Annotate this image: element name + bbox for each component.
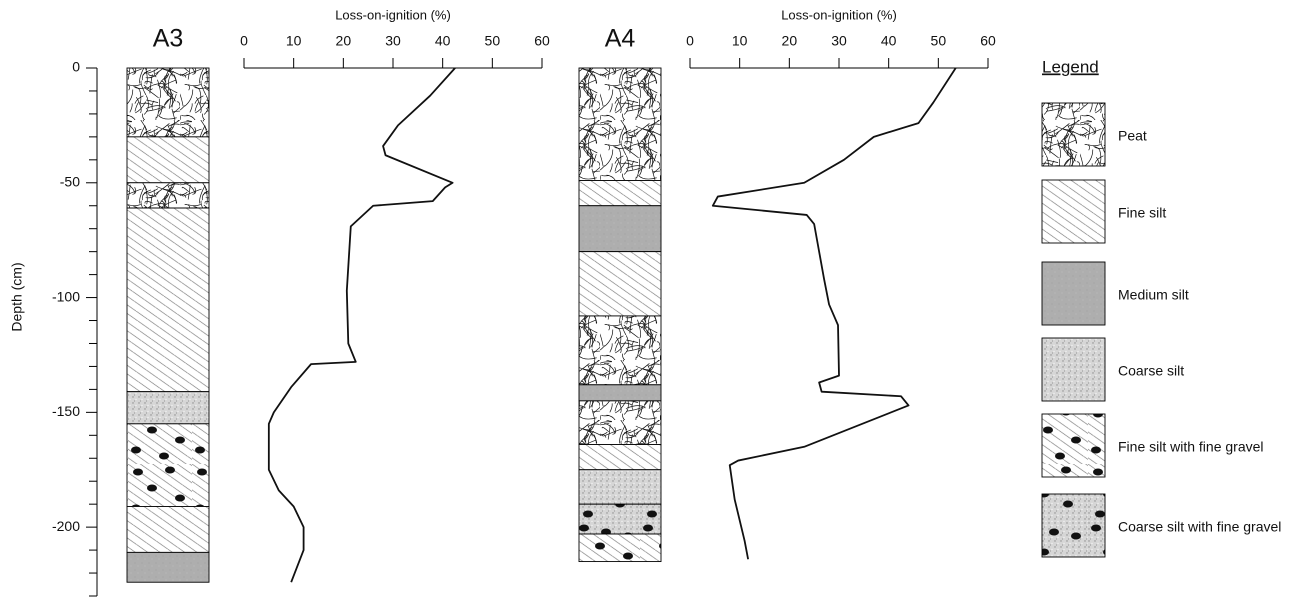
legend-label: Medium silt: [1118, 287, 1189, 303]
x-axis-label: Loss-on-ignition (%): [335, 7, 451, 22]
core-layer: [126, 136, 210, 184]
x-tick-label: 10: [286, 33, 302, 49]
core-layer: [578, 533, 662, 563]
core-layer: [126, 506, 210, 553]
x-tick-label: 10: [732, 33, 748, 49]
y-tick-label: 0: [72, 59, 80, 75]
core-layer: [578, 67, 662, 181]
legend-label: Coarse silt with fine gravel: [1118, 519, 1281, 535]
core-title: A4: [605, 25, 636, 53]
legend-label: Fine silt: [1118, 205, 1166, 221]
loi-line: [267, 67, 456, 583]
y-tick-label: -200: [52, 518, 80, 534]
x-tick-label: 30: [831, 33, 847, 49]
core-layer: [578, 315, 662, 386]
core-layer: [126, 551, 210, 583]
core-layer: [578, 205, 662, 253]
core-layer: [578, 384, 662, 402]
y-tick-label: -100: [52, 288, 80, 304]
x-tick-label: 50: [931, 33, 947, 49]
loi-line: [711, 67, 957, 560]
x-tick-label: 60: [980, 33, 996, 49]
y-tick-label: -50: [60, 173, 80, 189]
core-layer: [578, 400, 662, 445]
core-layer: [578, 469, 662, 505]
core-layer: [578, 251, 662, 317]
x-axis-label: Loss-on-ignition (%): [781, 7, 897, 22]
y-axis-label: Depth (cm): [9, 262, 25, 331]
core-layer: [126, 423, 210, 507]
x-tick-label: 20: [782, 33, 798, 49]
legend-swatch: [1041, 102, 1106, 167]
core-layer: [578, 503, 662, 535]
legend-swatch: [1041, 413, 1106, 478]
x-tick-label: 40: [435, 33, 451, 49]
core-layer: [126, 67, 210, 138]
legend-title: Legend: [1042, 57, 1099, 76]
legend-swatch: [1041, 179, 1106, 244]
x-tick-label: 20: [336, 33, 352, 49]
core-layer: [578, 444, 662, 471]
core-title: A3: [153, 25, 184, 53]
x-tick-label: 60: [534, 33, 550, 49]
x-tick-label: 40: [881, 33, 897, 49]
core-layer: [126, 182, 210, 209]
legend-swatch: [1041, 261, 1106, 326]
y-tick-label: -150: [52, 403, 80, 419]
x-tick-label: 0: [686, 33, 694, 49]
legend-swatch: [1041, 493, 1106, 558]
core-layer: [126, 391, 210, 425]
legend-swatch: [1041, 337, 1106, 402]
core-layer: [126, 207, 210, 393]
x-tick-label: 50: [485, 33, 501, 49]
legend-label: Fine silt with fine gravel: [1118, 439, 1264, 455]
legend-label: Peat: [1118, 128, 1147, 144]
x-tick-label: 0: [240, 33, 248, 49]
legend-label: Coarse silt: [1118, 363, 1184, 379]
x-tick-label: 30: [385, 33, 401, 49]
core-layer: [578, 180, 662, 207]
